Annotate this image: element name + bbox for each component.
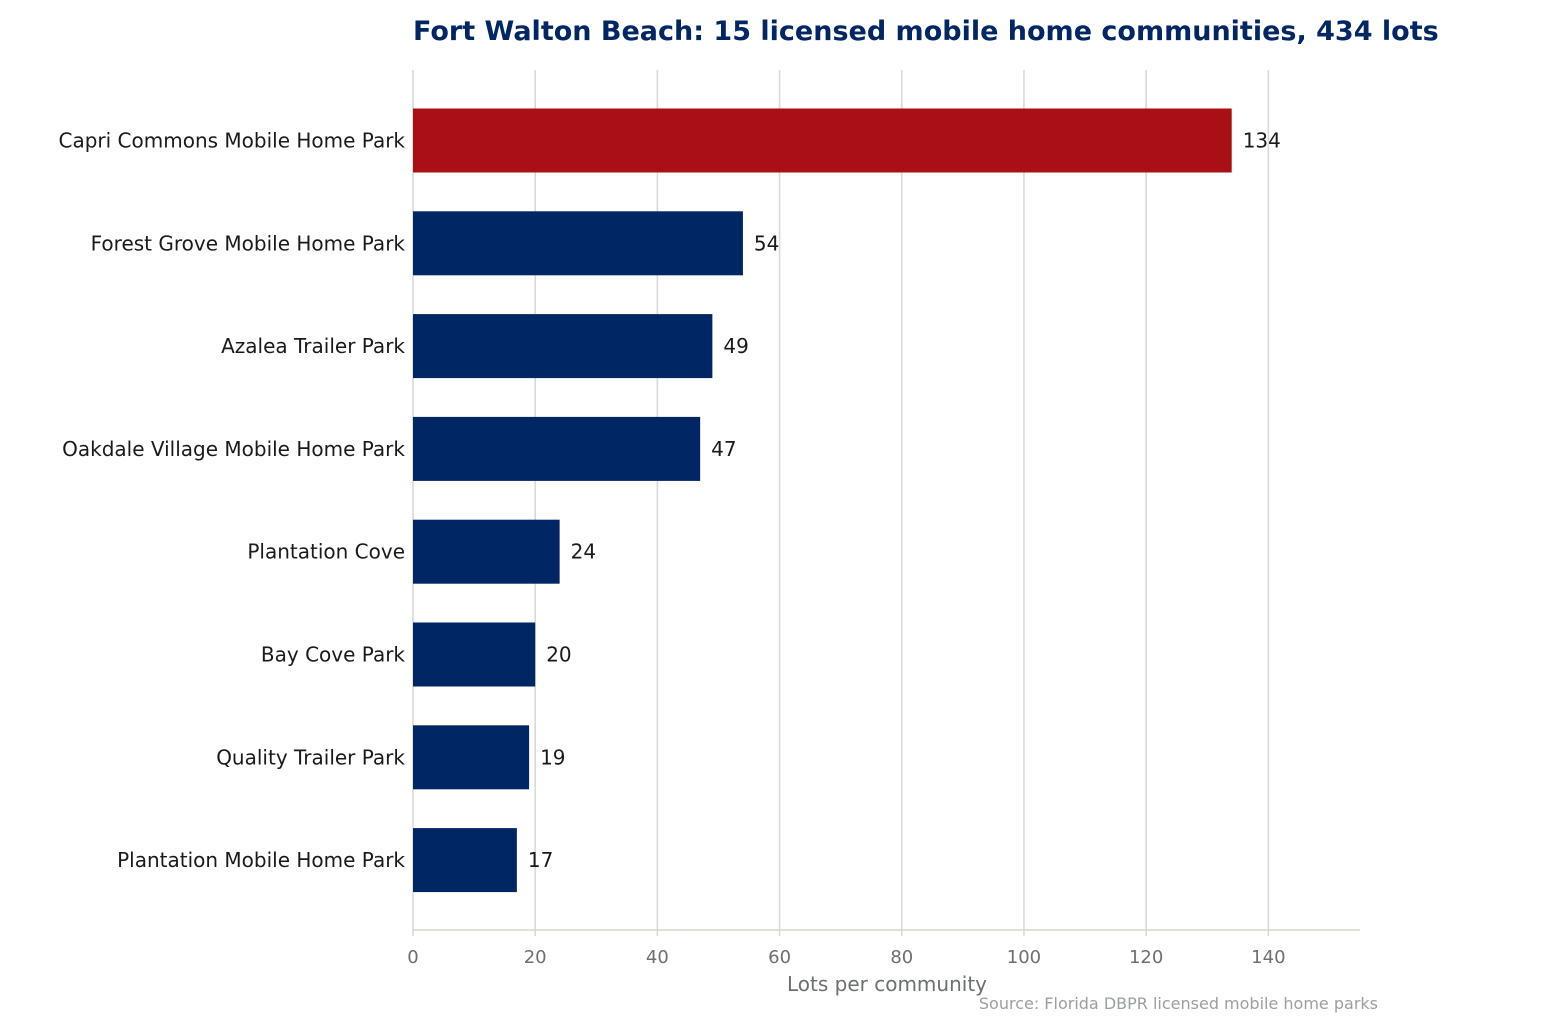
bar-1 xyxy=(413,108,1232,173)
bar-5 xyxy=(413,519,560,584)
value-label-5: 24 xyxy=(571,540,596,564)
bar-8 xyxy=(413,828,517,893)
source-note: Source: Florida DBPR licensed mobile hom… xyxy=(979,994,1378,1013)
value-label-8: 17 xyxy=(528,848,553,872)
category-label-1: Capri Commons Mobile Home Park xyxy=(58,129,405,153)
grid-lines xyxy=(412,70,1270,930)
bar-7 xyxy=(413,725,530,790)
x-axis-label: Lots per community xyxy=(787,972,987,996)
value-label-6: 20 xyxy=(546,643,571,667)
bar-6 xyxy=(413,622,536,687)
category-label-7: Quality Trailer Park xyxy=(216,745,405,769)
value-label-2: 54 xyxy=(754,231,779,255)
x-tick-label-140: 140 xyxy=(1251,947,1285,968)
x-tick-label-120: 120 xyxy=(1129,947,1163,968)
bars xyxy=(413,108,1232,893)
chart-title: Fort Walton Beach: 15 licensed mobile ho… xyxy=(413,16,1439,47)
x-tick-labels: 0 20 40 60 80 100 120 140 xyxy=(407,930,1286,968)
x-tick-label-40: 40 xyxy=(646,947,669,968)
value-label-4: 47 xyxy=(711,437,736,461)
category-label-6: Bay Cove Park xyxy=(261,643,406,667)
x-tick-label-20: 20 xyxy=(524,947,547,968)
x-tick-label-80: 80 xyxy=(890,947,913,968)
category-label-4: Oakdale Village Mobile Home Park xyxy=(62,437,405,461)
bar-2 xyxy=(413,211,743,276)
x-tick-label-0: 0 xyxy=(407,947,418,968)
category-label-2: Forest Grove Mobile Home Park xyxy=(91,231,406,255)
value-label-7: 19 xyxy=(540,745,565,769)
value-label-1: 134 xyxy=(1243,129,1281,153)
x-tick-label-100: 100 xyxy=(1007,947,1041,968)
category-label-3: Azalea Trailer Park xyxy=(221,334,405,358)
category-label-5: Plantation Cove xyxy=(247,540,405,564)
category-label-8: Plantation Mobile Home Park xyxy=(117,848,405,872)
x-tick-label-60: 60 xyxy=(768,947,791,968)
value-label-3: 49 xyxy=(723,334,748,358)
bar-3 xyxy=(413,314,713,379)
category-labels: Capri Commons Mobile Home Park Forest Gro… xyxy=(58,129,405,873)
bar-4 xyxy=(413,416,701,481)
value-labels: 134 54 49 47 24 20 19 17 xyxy=(528,129,1281,873)
